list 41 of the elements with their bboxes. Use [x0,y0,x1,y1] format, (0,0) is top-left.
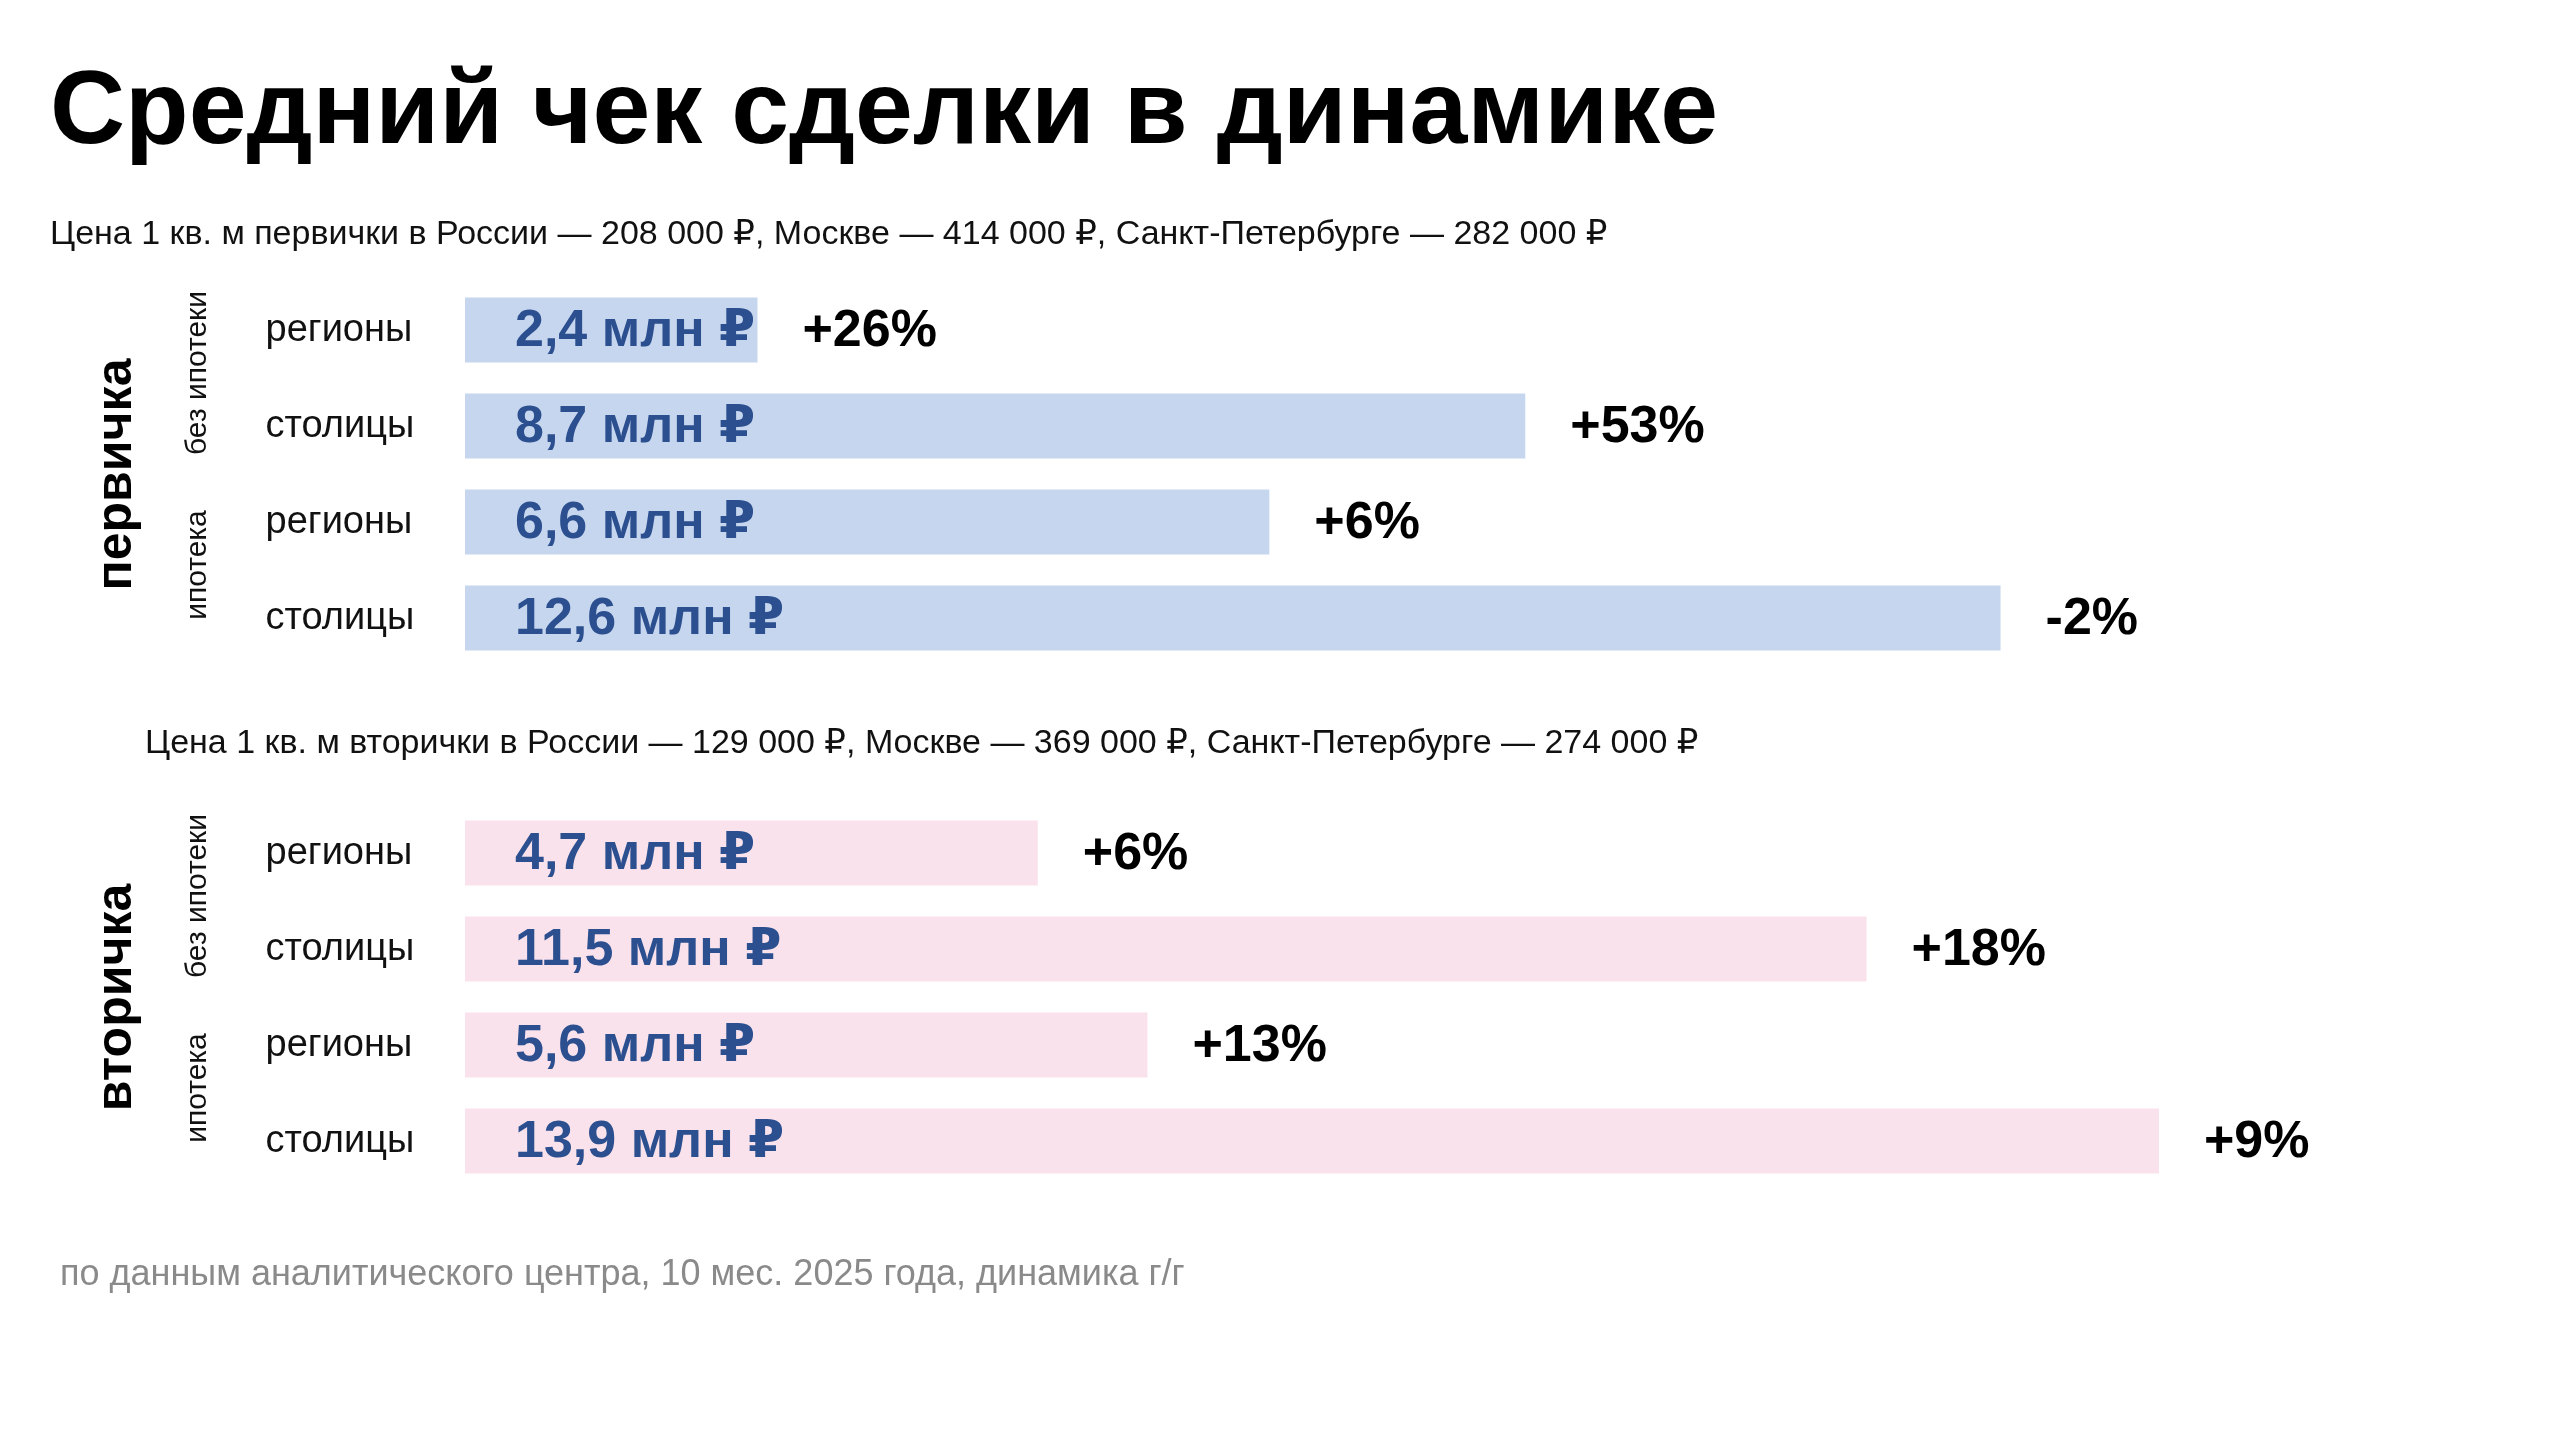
text: ипотека [179,509,212,620]
data-label: 12,6 млн ₽ [515,587,785,645]
annotation: +18% [1911,918,2046,976]
data-label: 8,7 млн ₽ [515,395,756,453]
data-label: 11,5 млн ₽ [515,918,782,976]
bar [465,393,1526,459]
bar [465,916,1867,982]
y-tick-label: столицы [265,926,415,968]
annotation: +6% [1082,822,1189,880]
y-tick-label: столицы [265,1118,415,1160]
annotation: +13% [1192,1014,1327,1072]
data-label: 6,6 млн ₽ [515,491,756,549]
data-label: 2,4 млн ₽ [515,299,756,357]
y-tick-label: столицы [265,595,415,637]
bar [465,1012,1148,1078]
y-axis-title: вторичка [85,882,142,1112]
y-axis-title: первичка [85,357,142,591]
annotation: +9% [2204,1110,2310,1168]
bar [465,820,1038,886]
chart-subtitle: Цена 1 кв. м первички в России — 208 000 ₽, Москве — 414 000 ₽, Санкт-Петербурге — 282 000 ₽ [50,213,1608,251]
annotation: +53% [1570,395,1705,453]
text: без ипотеки [179,291,212,455]
text: по данным аналитического центра, 10 мес. 2025 года, динамика г/г [60,1252,1185,1293]
bar [465,585,2001,651]
data-label: 5,6 млн ₽ [515,1014,756,1072]
data-label: 13,9 млн ₽ [515,1110,785,1168]
annotation: -2% [2045,587,2139,645]
y-tick-label: регионы [265,830,413,872]
bar [465,489,1270,555]
chart-subtitle: Цена 1 кв. м вторички в России — 129 000 ₽, Москве — 369 000 ₽, Санкт-Петербурге — 274 000 ₽ [145,722,1699,760]
y-tick-label: регионы [265,1022,413,1064]
annotation: +6% [1314,491,1420,549]
chart-title: Средний чек сделки в динамике [50,49,1719,165]
text: без ипотеки [179,814,212,978]
y-tick-label: регионы [265,499,413,541]
y-tick-label: регионы [265,307,413,349]
text: ипотека [179,1032,212,1143]
bar [465,1108,2159,1174]
annotation: +26% [802,299,937,357]
y-tick-label: столицы [265,403,415,445]
data-label: 4,7 млн ₽ [515,822,756,880]
